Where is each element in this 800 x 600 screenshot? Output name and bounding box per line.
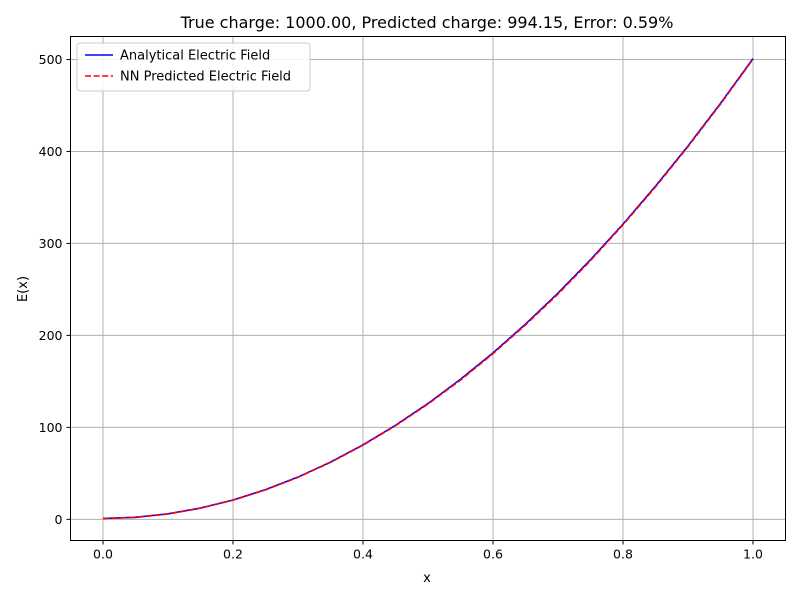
x-tick-label: 0.6 bbox=[483, 547, 503, 562]
legend-box bbox=[76, 42, 311, 92]
plot-lines bbox=[102, 58, 754, 520]
y-axis-label: E(x) bbox=[16, 276, 31, 302]
legend-label-analytical: Analytical Electric Field bbox=[120, 49, 270, 64]
y-tick-label: 200 bbox=[39, 328, 63, 343]
chart-title: True charge: 1000.00, Predicted charge: … bbox=[180, 13, 674, 32]
analytical-electric-field-line bbox=[102, 58, 754, 520]
y-tick-label: 100 bbox=[39, 420, 63, 435]
x-tick-label: 0.0 bbox=[93, 547, 113, 562]
y-tick-label: 400 bbox=[39, 144, 63, 159]
x-tick-label: 0.4 bbox=[353, 547, 373, 562]
y-tick-label: 300 bbox=[39, 236, 63, 251]
x-tick-label: 0.2 bbox=[223, 547, 243, 562]
grid bbox=[70, 36, 786, 541]
y-axis: 0 100 200 300 400 500 bbox=[39, 52, 71, 527]
legend-label-nn-predicted: NN Predicted Electric Field bbox=[120, 70, 291, 85]
x-tick-label: 0.8 bbox=[613, 547, 633, 562]
y-tick-label: 500 bbox=[39, 52, 63, 67]
legend: Analytical Electric Field NN Predicted E… bbox=[76, 42, 311, 92]
y-tick-label: 0 bbox=[55, 512, 63, 527]
x-axis-label: x bbox=[423, 571, 431, 586]
x-tick-label: 1.0 bbox=[743, 547, 763, 562]
nn-predicted-electric-field-line bbox=[102, 58, 754, 520]
plot-frame bbox=[70, 36, 786, 541]
x-axis: 0.0 0.2 0.4 0.6 0.8 1.0 bbox=[93, 540, 763, 562]
